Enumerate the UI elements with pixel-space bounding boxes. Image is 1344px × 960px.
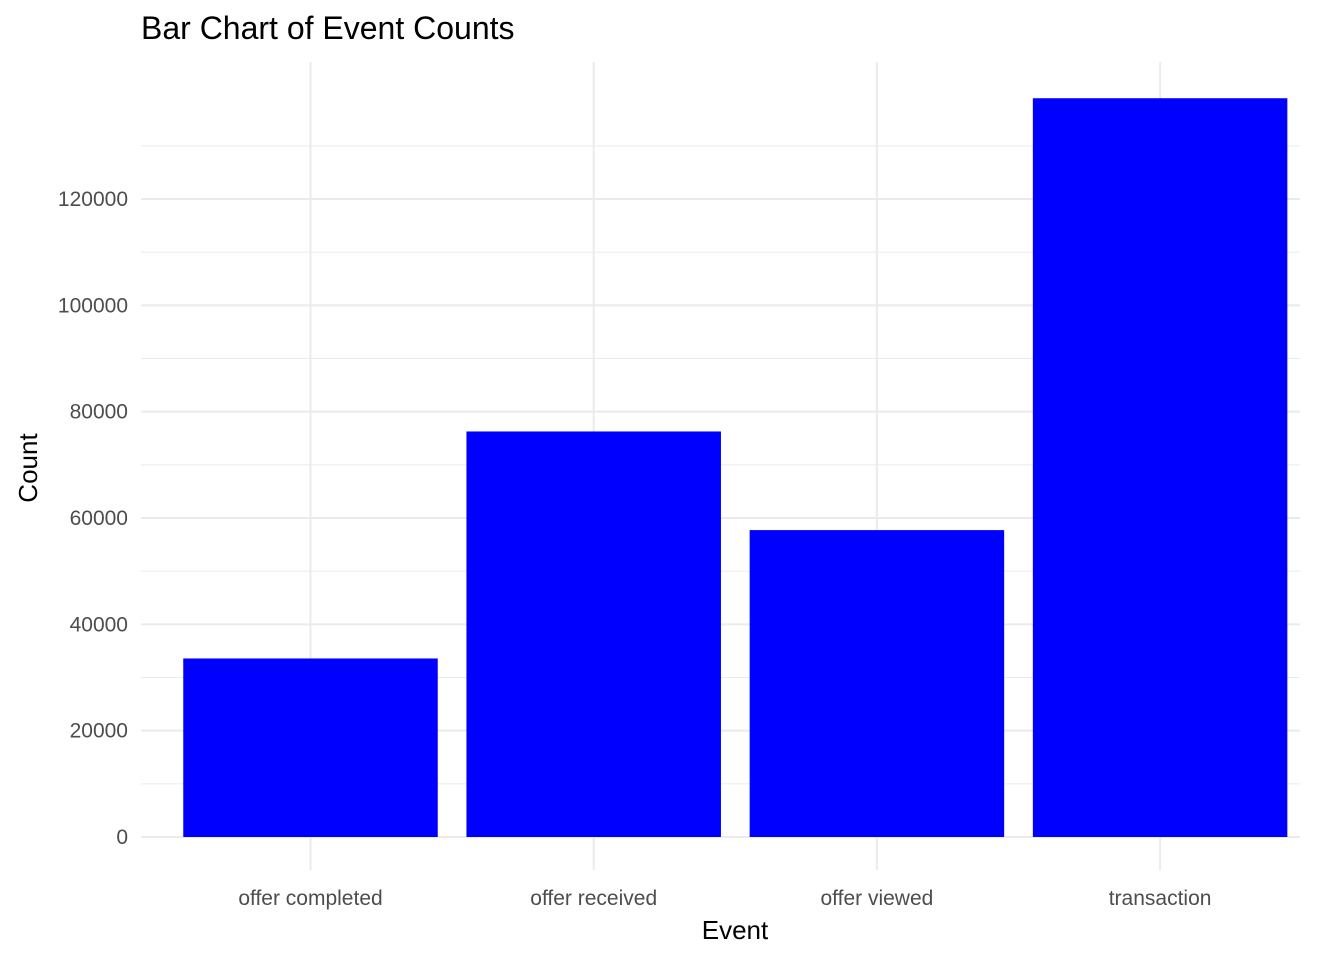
- bar-offer-completed: [183, 658, 438, 837]
- y-tick-label: 0: [116, 826, 128, 849]
- y-tick-label: 60000: [70, 507, 128, 530]
- x-tick-label: offer viewed: [820, 887, 933, 910]
- y-tick-label: 40000: [70, 613, 128, 636]
- bar-offer-viewed: [749, 530, 1005, 837]
- bar-transaction: [1032, 98, 1288, 837]
- y-tick-label: 80000: [70, 401, 128, 424]
- x-tick-label: transaction: [1109, 887, 1212, 910]
- x-tick-label: offer completed: [238, 887, 382, 910]
- x-tick-label: offer received: [530, 887, 657, 910]
- y-tick-label: 120000: [58, 188, 128, 211]
- y-axis-label: Count: [13, 433, 43, 503]
- y-tick-label: 100000: [58, 294, 128, 317]
- x-tick-labels: offer completed offer received offer viewe…: [238, 887, 1211, 910]
- y-tick-labels: 0 20000 40000 60000 80000 100000 120000: [58, 188, 128, 849]
- chart-title: Bar Chart of Event Counts: [141, 10, 515, 46]
- bar-offer-received: [466, 431, 721, 837]
- bars: [183, 98, 1288, 837]
- x-axis-label: Event: [702, 915, 769, 945]
- y-tick-label: 20000: [70, 720, 128, 743]
